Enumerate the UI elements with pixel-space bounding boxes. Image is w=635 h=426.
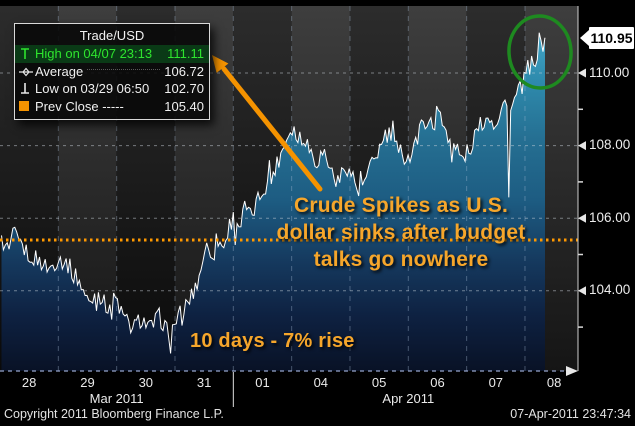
trend-arrow — [212, 55, 323, 192]
legend-value: 106.72 — [164, 63, 204, 79]
price-area-fill — [1, 32, 545, 371]
x-axis-day-label: 31 — [196, 375, 212, 390]
spike-highlight-circle-icon — [507, 14, 573, 90]
gridlines — [0, 72, 578, 292]
last-price-tag: 110.95 — [580, 27, 634, 49]
x-axis-arrow-icon — [566, 366, 578, 376]
legend-label: High on 04/07 23:13 — [35, 46, 153, 62]
legend-value: 111.11 — [167, 46, 204, 62]
copyright-text: Copyright 2011 Bloomberg Finance L.P. — [4, 407, 224, 421]
legend-row-prev-close: Prev Close ----- 105.40 — [15, 98, 209, 116]
high-marker-icon — [19, 47, 35, 60]
y-axis-label: 108.00 — [589, 137, 631, 153]
legend-row-high: High on 04/07 23:13 111.11 — [15, 45, 209, 63]
axes — [232, 6, 586, 407]
legend-row-low: Low on 03/29 06:50 102.70 — [15, 80, 209, 98]
price-area-path — [1, 32, 545, 371]
legend-row-average: Average 106.72 — [15, 63, 209, 81]
y-axis-label: 110.00 — [589, 64, 630, 80]
x-axis-day-label: 06 — [430, 375, 445, 390]
legend-label: Low on 03/29 06:50 — [35, 81, 150, 97]
legend-panel: Trade/USD High on 04/07 23:13 111.11 Ave… — [14, 23, 210, 120]
legend-title: Trade/USD — [79, 28, 145, 43]
legend-value: 102.70 — [164, 81, 204, 97]
rise-note-annotation: 10 days - 7% rise — [190, 330, 355, 352]
low-marker-icon — [19, 82, 35, 95]
x-axis-month-label: Mar 2011 — [89, 391, 144, 406]
legend-value: 105.40 — [164, 98, 204, 114]
x-axis-day-label: 04 — [313, 375, 329, 390]
headline-annotation: Crude Spikes as U.S. dollar sinks after … — [255, 192, 547, 273]
headline-line: dollar sinks after budget — [276, 221, 526, 244]
y-axis-tick-icon — [578, 68, 586, 78]
x-axis-day-label: 30 — [138, 375, 154, 390]
x-axis-day-label: 08 — [546, 375, 562, 390]
headline-line: talks go nowhere — [313, 248, 489, 271]
x-axis-month-label: Apr 2011 — [382, 391, 435, 406]
x-axis-day-label: 01 — [255, 375, 270, 390]
day-separators — [57, 6, 526, 371]
price-line — [1, 32, 546, 354]
y-axis-tick-icon — [578, 213, 586, 223]
average-marker-icon — [19, 65, 35, 78]
y-axis-tick-icon — [578, 141, 586, 151]
y-axis-label: 106.00 — [589, 209, 631, 225]
x-axis-day-label: 29 — [80, 375, 95, 390]
legend-label: Average — [35, 63, 84, 79]
timestamp-text: 07-Apr-2011 23:47:34 — [510, 407, 631, 421]
y-axis-tick-icon — [578, 286, 586, 296]
x-axis-day-label: 28 — [21, 375, 37, 390]
prev-close-marker-icon — [19, 100, 35, 112]
legend-label: Prev Close ----- — [35, 98, 124, 114]
legend-leader — [87, 68, 161, 70]
y-axis-label: 104.00 — [589, 282, 631, 298]
price-line-path — [1, 32, 546, 354]
x-axis-day-label: 07 — [488, 375, 504, 390]
x-axis-day-label: 05 — [371, 375, 387, 390]
headline-line: Crude Spikes as U.S. — [293, 194, 509, 217]
